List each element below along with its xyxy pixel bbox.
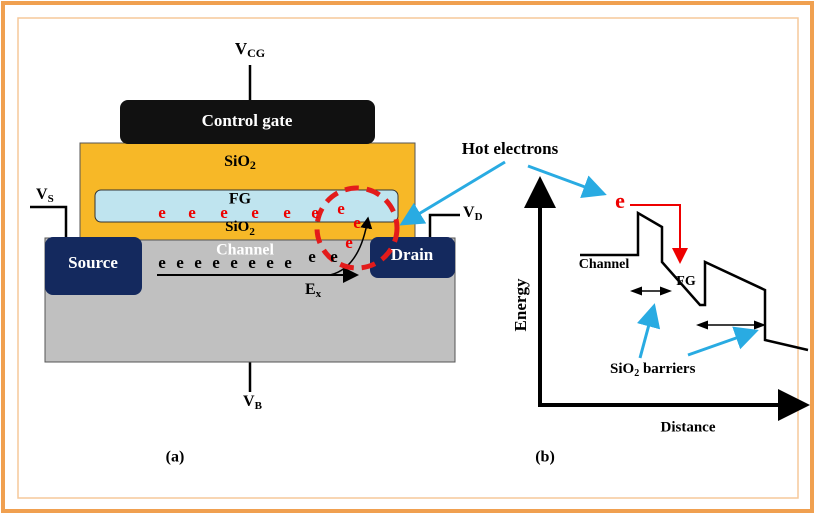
v-s: VS [36, 186, 54, 205]
electron: e [284, 253, 292, 272]
fg-label: FG [229, 191, 252, 208]
electron: e [158, 253, 166, 272]
control-gate-label: Control gate [202, 111, 293, 130]
electron: e [330, 247, 338, 266]
v-cg: VCG [235, 39, 265, 60]
electron: e [337, 199, 345, 218]
source-label: Source [68, 253, 118, 272]
electron: e [230, 253, 238, 272]
fg-label: FG [676, 274, 696, 289]
electron: e [283, 203, 291, 222]
channel-label: Channel [579, 257, 630, 272]
drain-label: Drain [391, 245, 434, 264]
panel-a: VCG Control gate SiO2 FG SiO2 Channel So… [30, 39, 483, 466]
electron: e [353, 213, 361, 232]
y-axis-label: Energy [511, 278, 530, 331]
caption: (b) [535, 449, 555, 466]
electron: e [158, 203, 166, 222]
electron: e [308, 247, 316, 266]
electron: e [220, 203, 228, 222]
electron: e [248, 253, 256, 272]
electron: e [266, 253, 274, 272]
x-axis-label: Distance [661, 419, 716, 435]
electron: e [176, 253, 184, 272]
electron: e [615, 188, 625, 213]
electron: e [251, 203, 259, 222]
caption: (a) [166, 449, 185, 466]
barriers-label: SiO2 barriers [610, 361, 696, 379]
v-b: VB [243, 393, 263, 412]
electron: e [345, 233, 353, 252]
diagram: VCG Control gate SiO2 FG SiO2 Channel So… [0, 0, 816, 515]
panel-b: e Channel FG Energy Distance SiO2 barrie… [511, 180, 808, 466]
electron: e [311, 203, 319, 222]
electron: e [212, 253, 220, 272]
hot-electrons-label: Hot electrons [462, 139, 559, 158]
v-d: VD [463, 204, 483, 223]
electron: e [194, 253, 202, 272]
electron: e [188, 203, 196, 222]
